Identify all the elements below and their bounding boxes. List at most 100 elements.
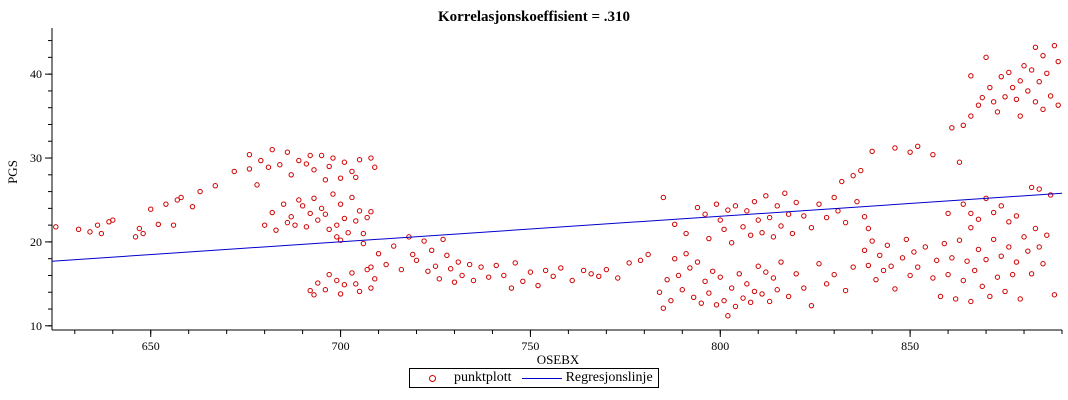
scatter-point [303, 224, 310, 230]
scatter-point [672, 221, 678, 228]
y-tick-label: 20 [30, 235, 42, 249]
scatter-point [1047, 93, 1054, 99]
scatter-point [284, 149, 291, 155]
scatter-point [877, 252, 883, 259]
scatter-point [751, 198, 758, 205]
scatter-point [330, 155, 336, 161]
scatter-point [322, 177, 329, 183]
y-tick-label: 40 [30, 67, 42, 81]
scatter-point [1025, 248, 1031, 254]
scatter-point [736, 271, 742, 277]
regression-line [51, 192, 1063, 262]
scatter-point [1036, 78, 1042, 85]
scatter-point [368, 264, 374, 270]
scatter-point [778, 259, 784, 265]
scatter-point [706, 235, 712, 242]
scatter-point [1051, 42, 1058, 49]
scatter-point [170, 222, 177, 228]
scatter-point [318, 205, 325, 212]
scatter-point [801, 285, 807, 291]
scatter-point [326, 226, 332, 233]
scatter-point [839, 178, 845, 185]
scatter-point [690, 294, 697, 300]
scatter-point [349, 270, 355, 276]
scatter-point [337, 175, 344, 181]
scatter-point [785, 293, 792, 300]
scatter-point [1028, 271, 1035, 277]
scatter-point [774, 203, 780, 209]
legend-scatter-marker-icon [429, 374, 436, 382]
scatter-point [842, 219, 849, 226]
scatter-point [941, 240, 947, 247]
scatter-point [960, 201, 966, 207]
scatter-point [148, 206, 154, 212]
scatter-point [915, 264, 921, 270]
legend-line-label: Regresjonslinje [565, 370, 653, 385]
scatter-point [1025, 88, 1031, 94]
scatter-point [1017, 78, 1023, 84]
legend-line-marker-icon [521, 377, 562, 379]
scatter-point [945, 271, 951, 278]
scatter-point [782, 190, 788, 196]
scatter-point [990, 209, 997, 216]
scatter-point [679, 287, 686, 293]
scatter-point [694, 204, 701, 211]
scatter-point [451, 279, 458, 285]
scatter-point [637, 257, 644, 264]
scatter-point [975, 216, 982, 222]
scatter-point [425, 268, 431, 274]
scatter-point [888, 263, 894, 269]
scatter-point [975, 246, 982, 253]
scatter-point [98, 230, 105, 237]
scatter-point [835, 208, 841, 214]
x-tick-label: 750 [521, 339, 539, 353]
scatter-point [353, 218, 359, 224]
scatter-point [675, 272, 682, 279]
scatter-point [334, 234, 340, 240]
scatter-point [341, 282, 348, 288]
scatter-point [831, 194, 837, 201]
scatter-point [466, 261, 473, 268]
scatter-point [296, 157, 302, 164]
scatter-point [732, 303, 739, 310]
scatter-point [785, 211, 792, 217]
scatter-point [322, 211, 329, 217]
scatter-point [254, 182, 260, 188]
scatter-point [721, 226, 727, 233]
scatter-point [854, 198, 860, 205]
scatter-point [246, 151, 253, 158]
scatter-point [337, 201, 344, 207]
scatter-point [1009, 271, 1016, 278]
y-tick-label: 30 [30, 151, 42, 165]
scatter-point [1032, 99, 1039, 105]
scatter-point [968, 210, 974, 217]
scatter-point [979, 283, 985, 290]
scatter-point [1009, 84, 1016, 91]
scatter-point [869, 148, 875, 155]
scatter-point [994, 274, 1001, 280]
scatter-point [410, 251, 416, 258]
scatter-point [341, 215, 348, 222]
scatter-point [713, 302, 720, 308]
scatter-point [842, 287, 849, 294]
scatter-point [884, 242, 891, 248]
x-axis-label: OSEBX [537, 352, 580, 367]
scatter-point [721, 297, 727, 304]
scatter-point [949, 255, 955, 261]
scatter-point [558, 265, 564, 271]
scatter-point [899, 255, 906, 261]
scatter-point [375, 250, 382, 257]
scatter-point [793, 271, 799, 277]
scatter-point [850, 172, 856, 179]
scatter-point [189, 203, 196, 210]
scatter-point [793, 199, 799, 206]
scatter-point [766, 214, 773, 221]
scatter-point [588, 271, 594, 277]
regression-line-layer [51, 192, 1063, 262]
scatter-point [163, 201, 169, 207]
scatter-point [303, 161, 310, 167]
scatter-point [968, 113, 974, 119]
legend: punktplott Regresjonslinje [409, 368, 659, 388]
scatter-point [1032, 225, 1039, 232]
scatter-point [861, 247, 868, 254]
